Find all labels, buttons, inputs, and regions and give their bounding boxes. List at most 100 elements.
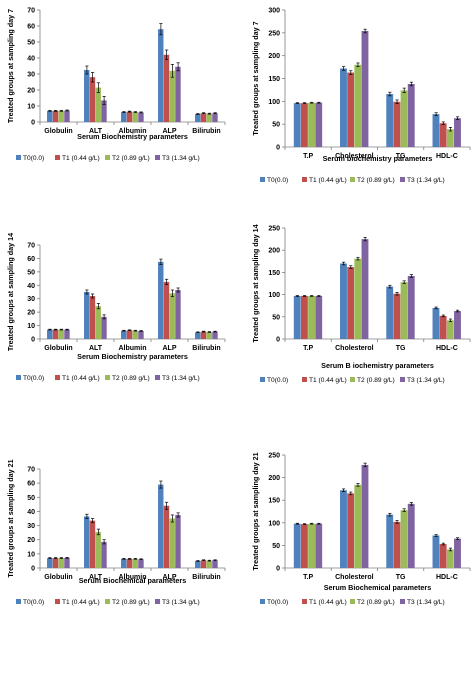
category-label: Globulin <box>44 345 72 352</box>
bar <box>393 101 401 147</box>
y-axis-label: Treated groups at sampling day 21 <box>251 452 260 570</box>
y-tick-label: 200 <box>268 475 280 482</box>
y-tick-label: 250 <box>268 453 280 460</box>
legend-swatch <box>260 599 265 604</box>
bar <box>347 493 355 568</box>
bar <box>101 541 107 568</box>
bar <box>84 292 90 339</box>
y-tick-label: 50 <box>27 495 35 502</box>
y-tick-label: 300 <box>268 8 280 15</box>
bar <box>340 263 347 339</box>
bar <box>293 523 301 568</box>
y-axis-label: Treated groups at sampling day 14 <box>6 233 15 351</box>
bar <box>446 549 454 568</box>
category-label: ALP <box>163 345 177 352</box>
category-label: Albumin <box>119 345 147 352</box>
bar <box>407 275 415 339</box>
bar <box>454 538 461 568</box>
legend-swatch <box>105 155 110 160</box>
bar <box>64 329 70 339</box>
legend-label: T1 (0.44 g/L) <box>309 177 347 184</box>
bar <box>158 29 164 123</box>
legend-label: T3 (1.34 g/L) <box>162 375 200 382</box>
bar <box>52 329 59 339</box>
legend-label: T1 (0.44 g/L) <box>62 155 100 162</box>
x-axis-label: Serum Biochemistry parameters <box>77 132 188 141</box>
bar <box>132 330 138 339</box>
legend-label: T3 (1.34 g/L) <box>162 155 200 162</box>
y-axis-label: Treated groups at sampling day 7 <box>6 9 15 123</box>
y-tick-label: 50 <box>27 40 35 47</box>
legend-label: T2 (0.89 g/L) <box>357 177 395 184</box>
y-tick-label: 60 <box>27 24 35 31</box>
bar <box>347 72 355 147</box>
bar <box>95 87 101 122</box>
legend-swatch <box>260 377 265 382</box>
bar <box>432 307 440 339</box>
x-axis-label: Serum biochemistry parameters <box>323 154 433 163</box>
bar <box>47 558 53 568</box>
legend-label: T3 (1.34 g/L) <box>407 177 445 184</box>
legend-swatch <box>105 375 110 380</box>
category-label: Globulin <box>44 128 72 135</box>
bar <box>58 110 64 122</box>
bar <box>132 112 138 122</box>
bar <box>361 31 369 147</box>
bar <box>432 114 440 147</box>
y-tick-label: 20 <box>27 537 35 544</box>
legend-swatch <box>350 377 355 382</box>
legend-swatch <box>16 599 21 604</box>
bar <box>132 558 138 568</box>
bar <box>200 560 207 568</box>
y-tick-label: 0 <box>31 337 35 344</box>
legend-label: T2 (0.89 g/L) <box>112 375 150 382</box>
bar <box>138 112 144 122</box>
legend-label: T3 (1.34 g/L) <box>407 377 445 384</box>
bar <box>308 295 315 339</box>
chart-panel-4: 0 50 100 150 200 250 Treated groups at samplin… <box>251 224 471 384</box>
y-tick-label: 0 <box>31 120 35 127</box>
bar <box>163 281 170 339</box>
bar <box>315 295 323 339</box>
bar <box>52 558 59 568</box>
y-tick-label: 50 <box>272 122 280 129</box>
legend-label: T2 (0.89 g/L) <box>357 377 395 384</box>
legend-label: T0(0.0) <box>23 375 44 382</box>
y-tick-label: 40 <box>27 283 35 290</box>
bar <box>206 113 212 122</box>
bar <box>175 289 181 339</box>
bar <box>340 490 347 568</box>
bar <box>293 103 301 147</box>
y-axis-label: Treated groups at sampling day 21 <box>6 459 15 577</box>
bar <box>200 113 207 122</box>
bar <box>47 329 53 339</box>
y-tick-label: 70 <box>27 467 35 474</box>
legend-label: T2 (0.89 g/L) <box>357 599 395 606</box>
y-tick-label: 70 <box>27 8 35 15</box>
y-tick-label: 40 <box>27 56 35 63</box>
category-label: ALP <box>163 128 177 135</box>
y-tick-label: 10 <box>27 104 35 111</box>
y-axis-label: Treated groups at sampling day 7 <box>251 21 260 135</box>
bar <box>393 521 401 568</box>
y-tick-label: 0 <box>276 145 280 152</box>
legend-label: T1 (0.44 g/L) <box>309 377 347 384</box>
legend-swatch <box>16 375 21 380</box>
y-tick-label: 40 <box>27 509 35 516</box>
y-tick-label: 50 <box>272 314 280 321</box>
bar <box>126 558 133 568</box>
legend-swatch <box>302 177 307 182</box>
bar <box>169 293 175 339</box>
bar <box>200 331 207 339</box>
bar <box>386 94 394 147</box>
legend-label: T3 (1.34 g/L) <box>162 599 200 606</box>
bar <box>361 239 369 339</box>
bar <box>354 258 362 339</box>
legend-label: T1 (0.44 g/L) <box>62 375 100 382</box>
bar <box>58 558 64 568</box>
bar <box>361 464 369 568</box>
category-label: TG <box>396 574 406 581</box>
bar <box>195 560 201 568</box>
bar <box>347 267 355 339</box>
